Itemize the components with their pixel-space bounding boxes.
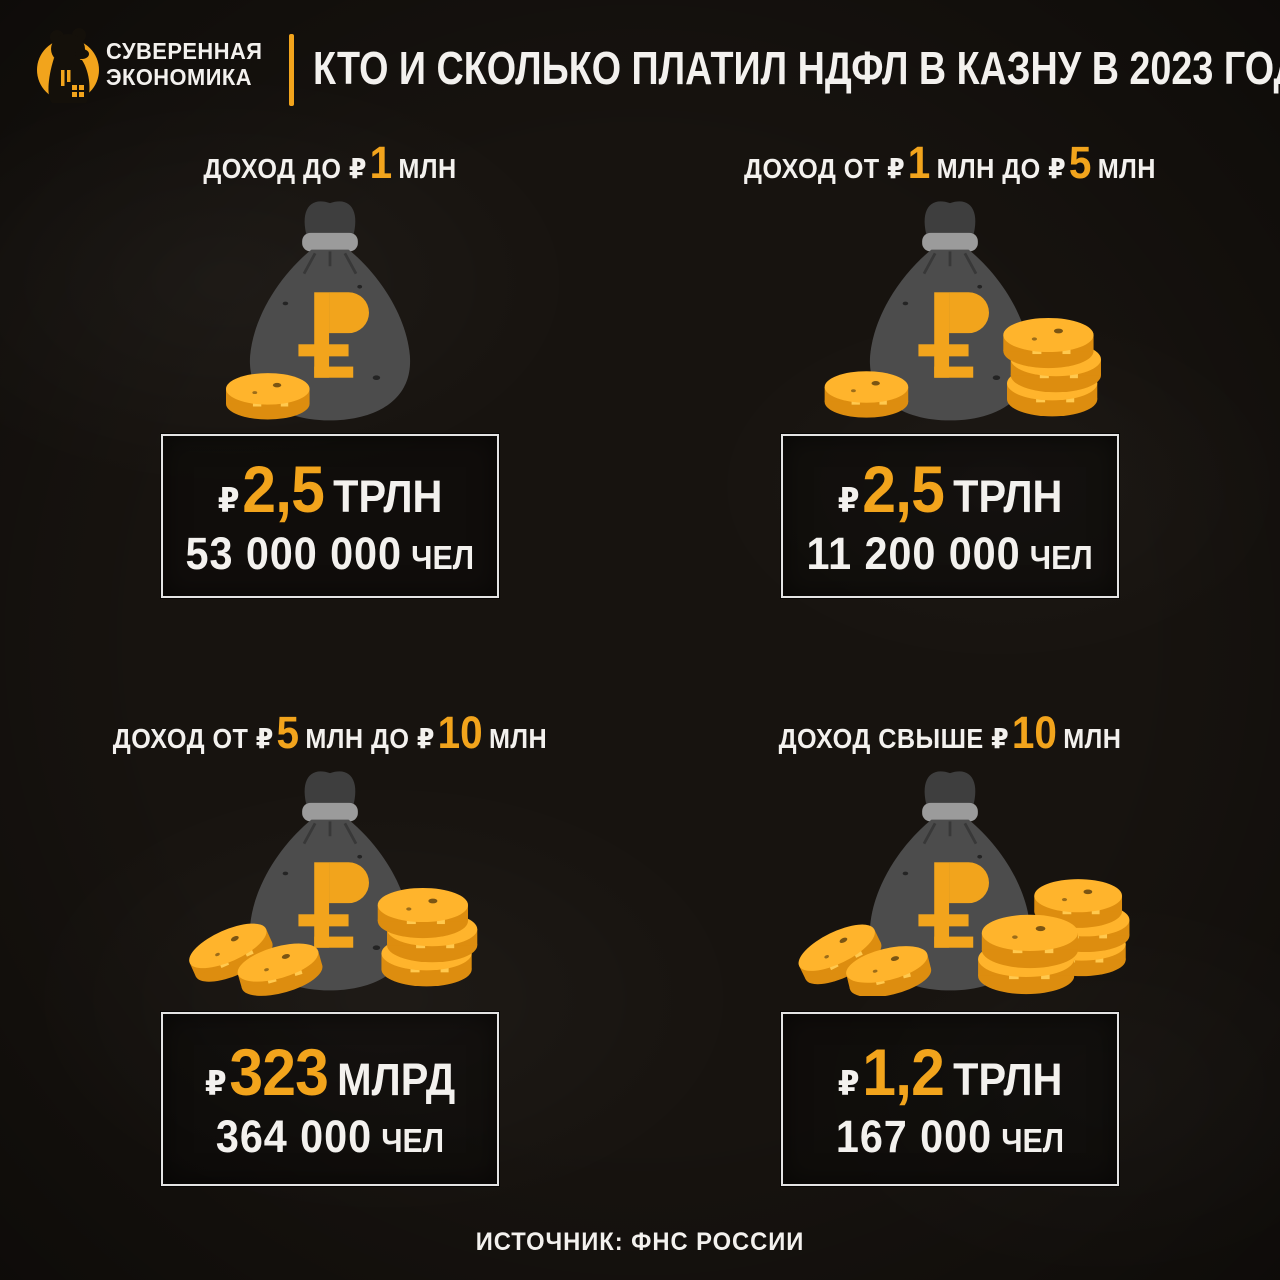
tax-amount: ₽ 323 МЛРД	[205, 1039, 455, 1105]
money-bag-illustration	[650, 192, 1250, 426]
people-count: 167 000	[835, 1111, 993, 1162]
income-range-label: ДОХОД ОТ ₽5 МЛН ДО ₽10 МЛН	[60, 710, 600, 755]
brand-line1: СУВЕРЕННАЯ	[106, 38, 263, 64]
tax-amount: ₽ 2,5 ТРЛН	[838, 456, 1063, 522]
ruble-sign: ₽	[204, 1065, 227, 1103]
coin-icon	[226, 373, 310, 420]
label-text: ДОХОД СВЫШЕ ₽	[778, 723, 1010, 754]
money-bag-illustration	[30, 762, 630, 996]
income-range-label: ДОХОД ДО ₽1 МЛН	[60, 140, 600, 185]
tax-amount: ₽ 1,2 ТРЛН	[838, 1039, 1063, 1105]
label-text: ДОХОД ДО ₽	[203, 153, 367, 184]
label-text: МЛН	[1063, 723, 1122, 754]
amount-unit: ТРЛН	[953, 1054, 1063, 1105]
label-text: МЛН ДО ₽	[305, 723, 435, 754]
label-text: МЛН	[1097, 153, 1156, 184]
people-count: 53 000 000	[185, 528, 403, 579]
label-accent-number: 10	[1011, 707, 1057, 758]
header-divider	[289, 34, 294, 106]
amount-unit: ТРЛН	[333, 471, 443, 522]
ruble-sign: ₽	[217, 482, 240, 520]
income-range-label: ДОХОД СВЫШЕ ₽10 МЛН	[680, 710, 1220, 755]
label-accent-number: 1	[369, 137, 393, 188]
money-bag-illustration	[30, 192, 630, 426]
amount-unit: ТРЛН	[953, 471, 1063, 522]
page-title: КТО И СКОЛЬКО ПЛАТИЛ НДФЛ В КАЗНУ В 2023…	[313, 42, 1280, 94]
brand-name: СУВЕРЕННАЯ ЭКОНОМИКА	[106, 38, 262, 90]
coin-icon	[824, 371, 909, 418]
people-unit: ЧЕЛ	[1030, 539, 1094, 576]
source-note: ИСТОЧНИК: ФНС РОССИИ	[475, 1228, 805, 1256]
tax-summary-box: ₽ 1,2 ТРЛН 167 000 ЧЕЛ	[781, 1012, 1119, 1186]
tax-amount: ₽ 2,5 ТРЛН	[218, 456, 443, 522]
income-panel-5-to-10mln: ДОХОД ОТ ₽5 МЛН ДО ₽10 МЛН ₽ 323 МЛРД 364 …	[30, 700, 630, 1200]
people-count: 11 200 000	[806, 528, 1022, 579]
payers-count: 364 000 ЧЕЛ	[216, 1114, 444, 1159]
label-text: МЛН ДО ₽	[936, 153, 1067, 184]
label-accent-number: 10	[437, 707, 483, 758]
people-count: 364 000	[215, 1111, 373, 1162]
tax-summary-box: ₽ 323 МЛРД 364 000 ЧЕЛ	[161, 1012, 499, 1186]
coin-stack-icon	[377, 887, 468, 939]
brand-line2: ЭКОНОМИКА	[106, 64, 252, 90]
income-range-label: ДОХОД ОТ ₽1 МЛН ДО ₽5 МЛН	[680, 140, 1220, 185]
income-panel-up-to-1mln: ДОХОД ДО ₽1 МЛН ₽ 2,5 ТРЛН 53 000 000 ЧЕЛ	[30, 130, 630, 630]
people-unit: ЧЕЛ	[411, 539, 475, 576]
label-text: ДОХОД ОТ ₽	[112, 723, 274, 754]
money-bag-illustration	[650, 762, 1250, 996]
amount-value: 2,5	[242, 452, 325, 526]
payers-count: 11 200 000 ЧЕЛ	[807, 531, 1093, 576]
ruble-sign: ₽	[837, 482, 860, 520]
label-text: ДОХОД ОТ ₽	[744, 153, 906, 184]
amount-value: 323	[229, 1035, 328, 1109]
ruble-sign: ₽	[837, 1065, 860, 1103]
label-accent-number: 5	[1068, 137, 1092, 188]
amount-value: 1,2	[862, 1035, 945, 1109]
payers-count: 167 000 ЧЕЛ	[836, 1114, 1064, 1159]
label-text: МЛН	[398, 153, 457, 184]
amount-unit: МЛРД	[337, 1054, 456, 1105]
payers-count: 53 000 000 ЧЕЛ	[186, 531, 475, 576]
coin-stack-icon	[981, 914, 1078, 969]
amount-value: 2,5	[862, 452, 945, 526]
tax-summary-box: ₽ 2,5 ТРЛН 53 000 000 ЧЕЛ	[161, 434, 499, 598]
label-accent-number: 5	[276, 707, 300, 758]
bear-logo-icon	[37, 28, 99, 103]
people-unit: ЧЕЛ	[1001, 1122, 1065, 1159]
coin-stack-icon	[1003, 317, 1094, 369]
people-unit: ЧЕЛ	[381, 1122, 445, 1159]
income-panel-over-10mln: ДОХОД СВЫШЕ ₽10 МЛН ₽ 1,2 ТРЛН 167 000	[650, 700, 1250, 1200]
label-accent-number: 1	[907, 137, 931, 188]
label-text: МЛН	[488, 723, 548, 754]
tax-summary-box: ₽ 2,5 ТРЛН 11 200 000 ЧЕЛ	[781, 434, 1119, 598]
income-panel-1-to-5mln: ДОХОД ОТ ₽1 МЛН ДО ₽5 МЛН ₽ 2,5 ТРЛН 11 20…	[650, 130, 1250, 630]
